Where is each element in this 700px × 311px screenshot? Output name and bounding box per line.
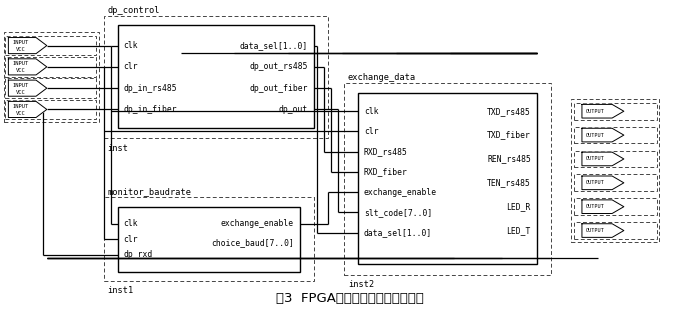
Text: data_sel[1..0]: data_sel[1..0] (364, 228, 432, 237)
Polygon shape (582, 104, 624, 118)
Text: REN_rs485: REN_rs485 (487, 155, 531, 164)
Text: 图3  FPGA逻辑功能块之间的关系图: 图3 FPGA逻辑功能块之间的关系图 (276, 292, 424, 305)
Text: INPUT: INPUT (13, 61, 29, 66)
Text: choice_baud[7..0]: choice_baud[7..0] (211, 238, 294, 247)
Polygon shape (582, 152, 624, 166)
Text: TEN_rs485: TEN_rs485 (487, 178, 531, 187)
Text: clk: clk (124, 219, 139, 228)
Text: clr: clr (364, 127, 379, 136)
Text: clr: clr (124, 63, 139, 71)
Text: inst2: inst2 (348, 280, 374, 289)
Polygon shape (582, 200, 624, 213)
Text: LED_R: LED_R (507, 202, 531, 211)
Text: OUTPUT: OUTPUT (586, 132, 605, 137)
FancyBboxPatch shape (118, 207, 300, 272)
Text: dp_out_rs485: dp_out_rs485 (250, 63, 308, 71)
Text: slt_code[7..0]: slt_code[7..0] (364, 208, 432, 217)
Text: inst: inst (108, 144, 129, 153)
Text: exchange_data: exchange_data (348, 72, 416, 81)
Text: clr: clr (124, 234, 139, 244)
Polygon shape (582, 176, 624, 190)
Text: INPUT: INPUT (13, 83, 29, 88)
Text: clk: clk (124, 41, 139, 50)
Polygon shape (8, 101, 47, 118)
Text: exchange_enable: exchange_enable (364, 188, 437, 197)
Text: VCC: VCC (16, 111, 26, 116)
Text: dp_out: dp_out (279, 105, 308, 114)
Text: dp_rxd: dp_rxd (124, 250, 153, 259)
Text: OUTPUT: OUTPUT (586, 156, 605, 161)
Text: dp_out_fiber: dp_out_fiber (250, 84, 308, 93)
Polygon shape (8, 59, 47, 75)
Text: INPUT: INPUT (13, 104, 29, 109)
Text: VCC: VCC (16, 90, 26, 95)
Text: OUTPUT: OUTPUT (586, 228, 605, 233)
Text: monitor_baudrate: monitor_baudrate (108, 187, 192, 196)
Text: dp_control: dp_control (108, 6, 160, 15)
Text: data_sel[1..0]: data_sel[1..0] (240, 41, 308, 50)
Text: VCC: VCC (16, 68, 26, 73)
Text: exchange_enable: exchange_enable (221, 219, 294, 228)
Text: inst1: inst1 (108, 286, 134, 295)
Text: INPUT: INPUT (13, 40, 29, 45)
Text: dp_in_rs485: dp_in_rs485 (124, 84, 177, 93)
Text: clk: clk (364, 107, 379, 116)
Polygon shape (8, 80, 47, 96)
Polygon shape (582, 128, 624, 142)
Text: OUTPUT: OUTPUT (586, 204, 605, 209)
Text: RXD_rs485: RXD_rs485 (364, 147, 408, 156)
Polygon shape (8, 38, 47, 53)
Text: LED_T: LED_T (507, 226, 531, 235)
Text: RXD_fiber: RXD_fiber (364, 167, 408, 176)
Polygon shape (582, 224, 624, 237)
FancyBboxPatch shape (118, 26, 314, 128)
Text: OUTPUT: OUTPUT (586, 109, 605, 114)
Text: TXD_rs485: TXD_rs485 (487, 107, 531, 116)
Text: VCC: VCC (16, 47, 26, 52)
Text: dp_in_fiber: dp_in_fiber (124, 105, 177, 114)
FancyBboxPatch shape (358, 93, 536, 264)
Text: TXD_fiber: TXD_fiber (487, 131, 531, 140)
Text: OUTPUT: OUTPUT (586, 180, 605, 185)
